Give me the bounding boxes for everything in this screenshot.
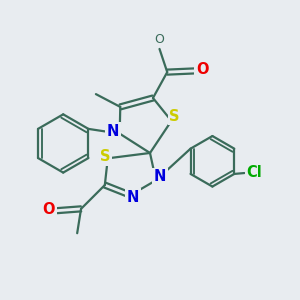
Text: O: O — [154, 33, 164, 46]
Text: O: O — [196, 62, 208, 77]
Text: N: N — [107, 124, 119, 139]
Text: N: N — [154, 169, 166, 184]
Text: S: S — [169, 109, 180, 124]
Text: S: S — [100, 149, 110, 164]
Text: N: N — [127, 190, 139, 205]
Text: O: O — [43, 202, 55, 217]
Text: Cl: Cl — [247, 165, 262, 180]
